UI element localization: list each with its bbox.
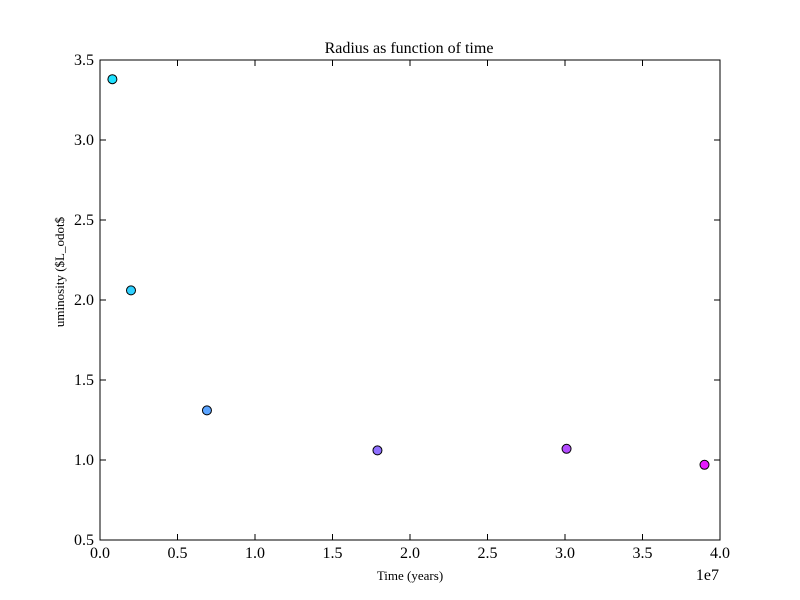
y-tick-label: 1.0	[74, 452, 94, 469]
x-tick-label: 1.5	[323, 545, 343, 562]
data-point	[201, 405, 212, 416]
x-ticks: 0.0 0.5 1.0 1.5 2.0 2.5 3.0 3.5 4.0	[90, 60, 730, 562]
x-offset-label: 1e7	[696, 567, 719, 584]
plot-frame	[99, 59, 721, 541]
y-tick-label: 3.5	[74, 52, 94, 69]
y-tick-label: 3.0	[74, 132, 94, 149]
data-point	[699, 459, 710, 470]
x-tick-label: 2.5	[478, 545, 498, 562]
x-tick-label: 0.5	[168, 545, 188, 562]
y-tick-label: 2.0	[74, 292, 94, 309]
x-tick-label: 4.0	[710, 545, 730, 562]
x-tick-label: 3.0	[555, 545, 575, 562]
x-tick-label: 1.0	[245, 545, 265, 562]
data-point	[561, 443, 572, 454]
y-axis-title: uminosity ($L_odot$	[52, 216, 67, 327]
chart-title: Radius as function of time	[325, 40, 494, 57]
data-point	[107, 74, 118, 85]
x-axis-title: Time (years)	[377, 568, 443, 583]
data-points	[107, 74, 710, 470]
y-tick-label: 2.5	[74, 212, 94, 229]
y-tick-label: 1.5	[74, 372, 94, 389]
x-tick-label: 0.0	[90, 545, 110, 562]
y-ticks: 0.5 1.0 1.5 2.0 2.5 3.0 3.5	[74, 52, 720, 549]
data-point	[372, 445, 383, 456]
x-tick-label: 2.0	[400, 545, 420, 562]
x-tick-label: 3.5	[633, 545, 653, 562]
y-tick-label: 0.5	[74, 532, 94, 549]
data-point	[126, 285, 136, 296]
